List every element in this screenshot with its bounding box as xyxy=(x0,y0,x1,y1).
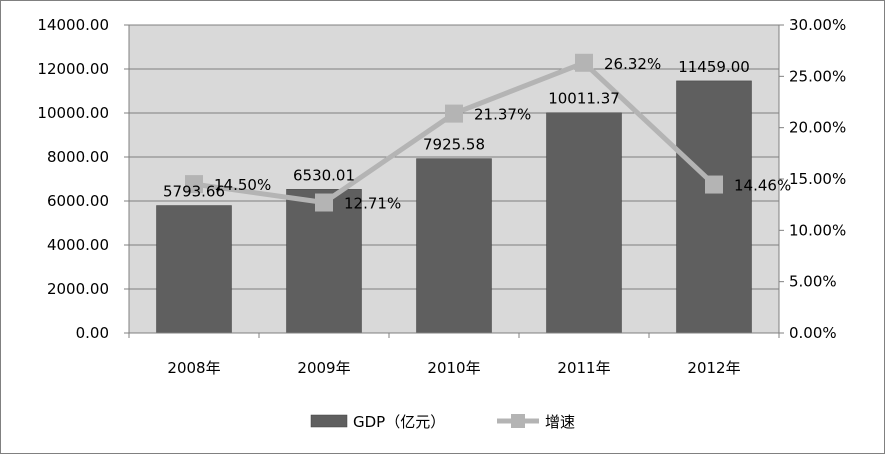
left-axis-tick-label: 14000.00 xyxy=(37,16,109,34)
bar-data-label: 10011.37 xyxy=(548,90,620,108)
legend: GDP（亿元） 增速 xyxy=(310,413,575,431)
right-axis-tick-label: 10.00% xyxy=(789,221,846,239)
growth-marker xyxy=(185,175,203,194)
bar-data-label: 7925.58 xyxy=(423,136,485,154)
growth-marker xyxy=(575,53,593,72)
x-axis-tick-label: 2012年 xyxy=(687,359,740,377)
left-axis-tick-label: 12000.00 xyxy=(37,60,109,78)
bar-gdp xyxy=(286,189,362,334)
right-axis-tick-label: 15.00% xyxy=(789,170,846,188)
growth-data-label: 12.71% xyxy=(344,195,401,213)
left-axis-tick-label: 0.00 xyxy=(76,324,109,342)
legend-label-growth: 增速 xyxy=(545,413,575,431)
left-axis-tick-label: 10000.00 xyxy=(37,104,109,122)
growth-data-label: 14.50% xyxy=(214,176,271,194)
axes: 0.00 2000.00 4000.00 6000.00 8000.00 10000.00… xyxy=(37,16,846,377)
data-labels: 5793.66 6530.01 7925.58 10011.37 11459.00 14.… xyxy=(163,55,791,213)
bar-data-label: 6530.01 xyxy=(293,166,355,184)
x-axis-tick-label: 2008年 xyxy=(167,359,220,377)
growth-marker xyxy=(445,104,463,123)
growth-marker xyxy=(705,175,723,194)
legend-label-gdp: GDP（亿元） xyxy=(353,413,445,431)
growth-data-label: 21.37% xyxy=(474,106,531,124)
growth-data-label: 26.32% xyxy=(604,55,661,73)
right-axis-tick-label: 25.00% xyxy=(789,67,846,85)
x-axis-tick-label: 2010年 xyxy=(427,359,480,377)
bar-gdp xyxy=(416,158,492,334)
x-axis-tick-label: 2011年 xyxy=(557,359,610,377)
left-axis-tick-label: 6000.00 xyxy=(47,192,109,210)
bar-gdp xyxy=(676,80,752,334)
growth-data-label: 14.46% xyxy=(734,177,791,195)
legend-marker-growth xyxy=(511,414,525,428)
bar-gdp xyxy=(156,205,232,334)
right-axis-tick-label: 20.00% xyxy=(789,119,846,137)
legend-swatch-gdp xyxy=(310,414,348,428)
right-axis-tick-label: 5.00% xyxy=(789,273,837,291)
left-axis-tick-label: 4000.00 xyxy=(47,236,109,254)
line-series xyxy=(185,53,723,212)
bar-series xyxy=(156,80,752,334)
bar-gdp xyxy=(546,112,622,334)
left-axis-tick-label: 2000.00 xyxy=(47,280,109,298)
growth-marker xyxy=(315,193,333,212)
left-axis-tick-label: 8000.00 xyxy=(47,148,109,166)
x-axis-tick-label: 2009年 xyxy=(297,359,350,377)
bar-data-label: 11459.00 xyxy=(678,58,750,76)
right-axis-tick-label: 30.00% xyxy=(789,16,846,34)
right-axis-tick-label: 0.00% xyxy=(789,324,837,342)
bar-data-label: 5793.66 xyxy=(163,183,225,201)
